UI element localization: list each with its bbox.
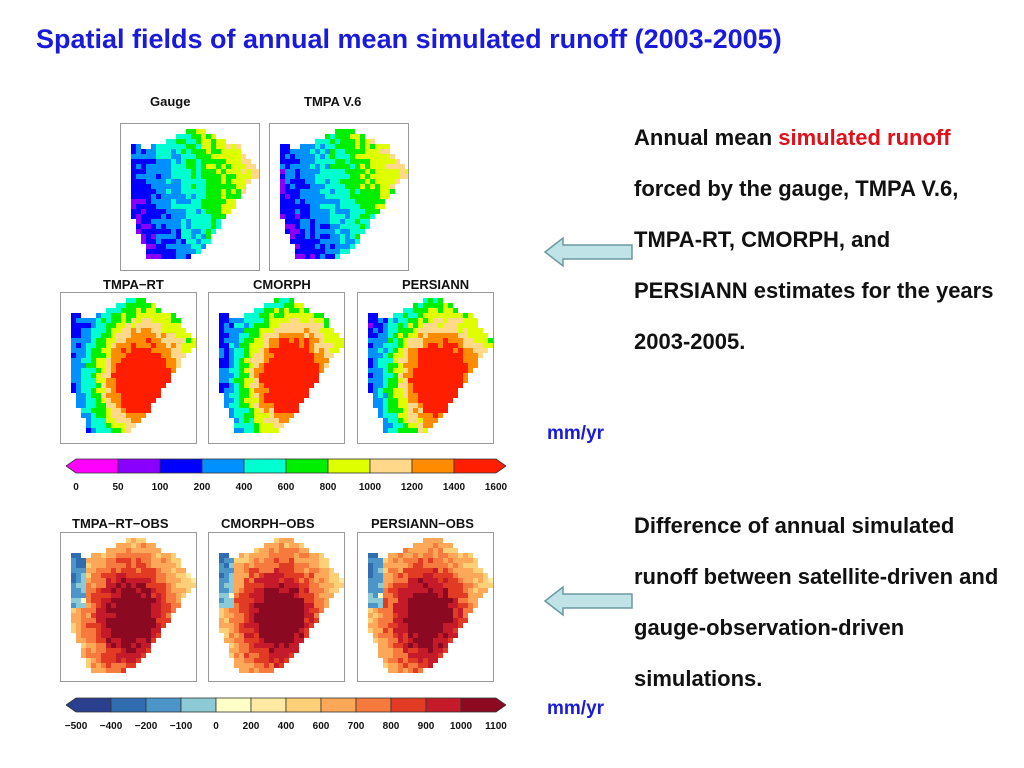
colorbar-tick-label: 600 — [277, 482, 295, 493]
colorbar-tick-label: 1600 — [484, 482, 508, 493]
colorbar-tick-label: 400 — [235, 482, 253, 493]
colorbar-tick-label: 600 — [312, 721, 330, 732]
colorbar-swatch — [460, 697, 506, 713]
description-part2: forced by the gauge, TMPA V.6, TMPA-RT, … — [634, 176, 994, 354]
colorbar-swatch — [320, 697, 357, 713]
colorbar-swatch — [145, 697, 182, 713]
colorbar-tick-label: 1200 — [400, 482, 424, 493]
colorbar-tick-label: 700 — [347, 721, 365, 732]
colorbar-tick-label: 400 — [277, 721, 295, 732]
diff-panel-tmpa-rt-obs — [60, 532, 197, 682]
map-label-tmpa-v6: TMPA V.6 — [304, 94, 362, 109]
description-part1: Annual mean — [634, 125, 779, 150]
description-difference: Difference of annual simulated runoff be… — [634, 513, 999, 691]
colorbar-swatch — [285, 697, 322, 713]
runoff-unit-label: mm/yr — [547, 423, 605, 444]
colorbar-swatch — [159, 458, 203, 474]
colorbar-tick-label: 900 — [417, 721, 435, 732]
map-label-tmpa-rt-obs: TMPA−RT−OBS — [72, 516, 169, 531]
colorbar-swatch — [243, 458, 287, 474]
diff-colorbar — [66, 697, 506, 713]
colorbar-swatch — [66, 458, 119, 474]
colorbar-swatch — [369, 458, 413, 474]
colorbar-swatch — [411, 458, 455, 474]
diff-unit-label: mm/yr — [547, 698, 605, 719]
map-panel-tmpa-rt — [60, 292, 197, 444]
colorbar-tick-label: 1400 — [442, 482, 466, 493]
map-panel-persiann — [357, 292, 494, 444]
diff-panel-persiann-obs — [357, 532, 494, 682]
colorbar-tick-label: 50 — [112, 482, 124, 493]
colorbar-tick-label: 200 — [242, 721, 260, 732]
colorbar-tick-label: 0 — [213, 721, 219, 732]
left-arrow-icon — [543, 236, 633, 268]
colorbar-tick-label: −100 — [169, 721, 193, 732]
runoff-colorbar — [66, 458, 506, 474]
colorbar-swatch — [425, 697, 462, 713]
map-panel-gauge — [120, 123, 260, 271]
map-label-gauge: Gauge — [150, 94, 191, 109]
map-label-persiann-obs: PERSIANN−OBS — [371, 516, 474, 531]
colorbar-swatch — [117, 458, 161, 474]
colorbar-tick-label: 800 — [382, 721, 400, 732]
colorbar-swatch — [390, 697, 427, 713]
colorbar-tick-label: −200 — [134, 721, 158, 732]
colorbar-swatch — [180, 697, 217, 713]
colorbar-swatch — [66, 697, 112, 713]
description-highlight: simulated runoff — [778, 125, 951, 150]
colorbar-tick-label: −500 — [64, 721, 88, 732]
colorbar-swatch — [285, 458, 329, 474]
colorbar-swatch — [327, 458, 371, 474]
left-arrow-icon — [543, 585, 633, 617]
map-label-cmorph-obs: CMORPH−OBS — [221, 516, 315, 531]
colorbar-tick-label: 1000 — [449, 721, 473, 732]
colorbar-tick-label: −400 — [99, 721, 123, 732]
description-simulated-runoff: Annual mean simulated runoff forced by t… — [634, 112, 994, 367]
map-panel-tmpa-v6 — [269, 123, 409, 271]
colorbar-swatch — [215, 697, 252, 713]
colorbar-tick-label: 1000 — [358, 482, 382, 493]
colorbar-tick-label: 800 — [319, 482, 337, 493]
colorbar-tick-label: 100 — [151, 482, 169, 493]
map-label-tmpa-rt: TMPA−RT — [103, 277, 164, 292]
colorbar-swatch — [453, 458, 506, 474]
colorbar-tick-label: 0 — [73, 482, 79, 493]
diff-panel-cmorph-obs — [208, 532, 345, 682]
map-panel-cmorph — [208, 292, 345, 444]
colorbar-swatch — [355, 697, 392, 713]
slide-title: Spatial fields of annual mean simulated … — [36, 24, 782, 54]
colorbar-swatch — [250, 697, 287, 713]
map-label-persiann: PERSIANN — [402, 277, 470, 292]
colorbar-tick-label: 1100 — [485, 721, 507, 732]
colorbar-swatch — [201, 458, 245, 474]
map-label-cmorph: CMORPH — [253, 277, 311, 292]
colorbar-tick-label: 200 — [193, 482, 211, 493]
colorbar-swatch — [110, 697, 147, 713]
